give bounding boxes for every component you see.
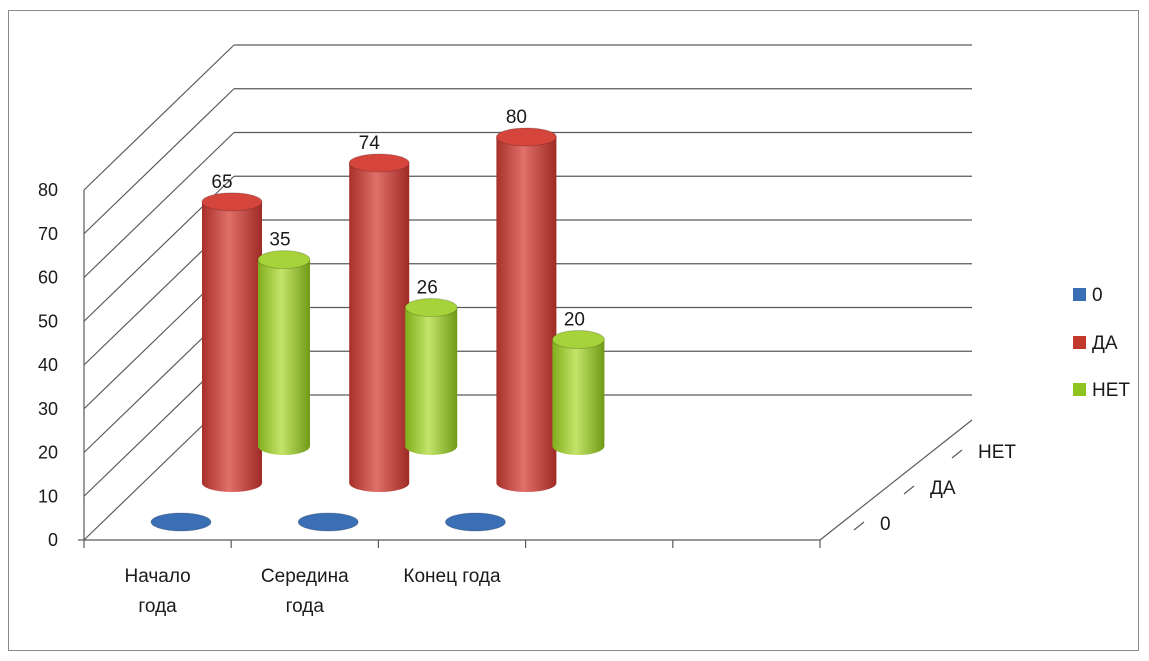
legend-label: ДА (1092, 333, 1118, 354)
y-tick-label: 0 (48, 530, 58, 550)
y-tick-label: 40 (38, 355, 58, 375)
chart-frame (8, 10, 1139, 651)
bar-series-da (348, 153, 410, 492)
data-label-da: 80 (506, 107, 527, 128)
depth-label: НЕТ (978, 442, 1016, 463)
bar-series-da-top (348, 153, 410, 173)
y-tick-label: 20 (38, 443, 58, 463)
legend-label: НЕТ (1092, 380, 1130, 401)
bar-series-da (201, 192, 263, 492)
bar-series-net-top (257, 250, 311, 270)
bar-series-da-body (496, 137, 557, 492)
bar-series-net (404, 298, 458, 455)
bar-series-net-body (258, 259, 310, 455)
depth-label: 0 (880, 514, 891, 535)
bar-series-0 (297, 512, 359, 532)
bar-series-0 (150, 512, 212, 532)
depth-label: ДА (930, 478, 956, 499)
bar-series-net (257, 250, 311, 455)
y-tick-label: 30 (38, 399, 58, 419)
category-label: Начало (124, 566, 190, 587)
y-tick-label: 80 (38, 180, 58, 200)
side-gridline (83, 44, 235, 191)
bar-series-0 (444, 512, 506, 532)
data-label-da: 74 (359, 133, 381, 154)
bar-series-net-body (405, 307, 458, 455)
depth-tick (903, 485, 915, 495)
bar-series-da-body (349, 162, 410, 492)
data-label-net: 26 (417, 278, 438, 299)
data-label-da: 65 (211, 172, 232, 193)
depth-tick (951, 449, 963, 459)
depth-tick (853, 521, 865, 531)
bar-series-0-top (297, 512, 359, 532)
bar-series-net-body (552, 339, 605, 455)
y-tick-label: 70 (38, 224, 58, 244)
side-gridline (83, 88, 235, 235)
category-label: Середина (261, 566, 349, 587)
side-gridline (83, 132, 235, 278)
bar-series-da-top (495, 127, 557, 147)
legend-swatch (1073, 383, 1086, 396)
bar-series-net (551, 330, 605, 455)
category-label: года (286, 596, 325, 617)
bar-series-0-top (444, 512, 506, 532)
legend-swatch (1073, 288, 1086, 301)
category-label: Конец года (403, 566, 501, 587)
y-tick-label: 60 (38, 268, 58, 288)
bar-series-0-top (150, 512, 212, 532)
bar-series-net-top (404, 298, 458, 318)
y-tick-label: 50 (38, 311, 58, 331)
data-label-net: 35 (269, 230, 290, 251)
category-label: года (138, 596, 177, 617)
bar-series-da-body (202, 201, 262, 492)
data-label-net: 20 (564, 310, 585, 331)
floor-right-edge (819, 419, 973, 541)
bar-series-da (495, 127, 557, 492)
legend-label: 0 (1092, 285, 1103, 306)
bar-series-net-top (551, 330, 605, 349)
legend-swatch (1073, 336, 1086, 349)
y-tick-label: 10 (38, 486, 58, 506)
bar-series-da-top (201, 192, 263, 212)
